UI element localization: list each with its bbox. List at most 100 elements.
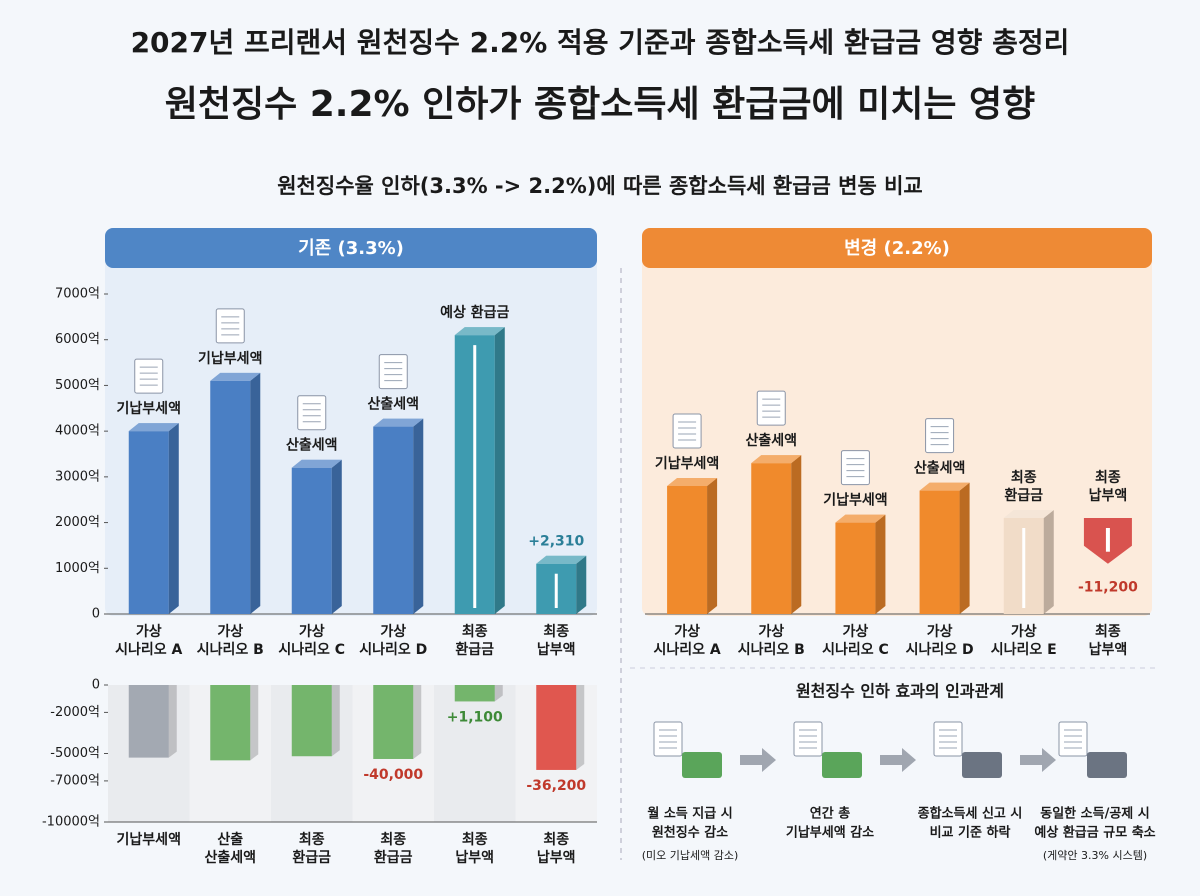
bar-shade bbox=[168, 423, 179, 614]
value-note: -36,200 bbox=[526, 778, 586, 794]
bar-annotation: 산출세액 bbox=[914, 460, 966, 477]
bar-shade bbox=[919, 482, 970, 491]
bar-annotation: 기납부세액 bbox=[823, 492, 887, 509]
bar bbox=[128, 685, 169, 758]
bar-shade bbox=[454, 327, 505, 336]
doc-icon bbox=[215, 308, 245, 344]
x-tick-label: 최종 bbox=[380, 832, 406, 848]
bar bbox=[835, 522, 876, 614]
y-tick-label: -5000억 bbox=[50, 746, 100, 761]
step-text: 동일한 소득/공제 시 bbox=[1040, 806, 1149, 822]
y-tick-label: 3000억 bbox=[55, 469, 100, 484]
bar-annotation: 산출세액 bbox=[745, 432, 797, 449]
bar-shade bbox=[373, 418, 424, 427]
doc-icon bbox=[925, 418, 955, 454]
x-tick-label: 시나리오 A bbox=[653, 642, 720, 658]
bar-shade bbox=[875, 514, 886, 614]
step-text: 원천징수 감소 bbox=[652, 825, 728, 841]
bar-shade bbox=[331, 459, 342, 614]
doc-icon bbox=[672, 413, 702, 449]
x-tick-label: 가상 bbox=[843, 624, 869, 640]
bar-shade bbox=[1043, 510, 1054, 614]
bar-shade bbox=[835, 514, 886, 523]
bar-shade bbox=[210, 372, 261, 381]
x-tick-label: 시나리오 E bbox=[991, 642, 1057, 658]
doc-icon bbox=[378, 354, 408, 390]
bar-shade bbox=[791, 455, 802, 614]
doc-icon bbox=[297, 395, 327, 431]
y-tick-label: 4000억 bbox=[55, 424, 100, 439]
x-tick-label: 최종 bbox=[299, 832, 325, 848]
bar-shade bbox=[707, 478, 718, 614]
panel-bg bbox=[642, 228, 1152, 616]
x-tick-label: 가상 bbox=[758, 624, 784, 640]
x-tick-label: 시나리오 A bbox=[115, 642, 182, 658]
x-tick-label: 시나리오 B bbox=[738, 642, 805, 658]
flow-arrow bbox=[1020, 748, 1056, 772]
x-tick-label: 납부액 bbox=[537, 849, 576, 866]
bar-shade bbox=[128, 423, 179, 432]
x-tick-label: 시나리오 C bbox=[278, 642, 345, 658]
flow-arrow bbox=[740, 748, 776, 772]
step-text: 예상 환급금 규모 축소 bbox=[1034, 825, 1155, 841]
bar-shade bbox=[250, 372, 261, 614]
x-tick-label: 가상 bbox=[136, 624, 162, 640]
x-tick-label: 가상 bbox=[299, 624, 325, 640]
band-bg bbox=[434, 685, 516, 822]
bar-shade bbox=[291, 459, 342, 468]
page-subtitle: 원천징수 2.2% 인하가 종합소득세 환급금에 미치는 영향 bbox=[165, 84, 1036, 125]
step-text: 월 소득 지급 시 bbox=[647, 806, 732, 822]
bar bbox=[536, 685, 577, 770]
bar-shade bbox=[250, 372, 261, 614]
x-tick-label: 가상 bbox=[674, 624, 700, 640]
bar bbox=[454, 685, 495, 702]
bar-shade bbox=[168, 423, 179, 614]
bar-shade bbox=[576, 685, 585, 770]
bar-annotation: 예상 환급금 bbox=[440, 304, 509, 321]
x-tick-label: 가상 bbox=[927, 624, 953, 640]
icon bbox=[682, 752, 722, 778]
y-tick-label: 6000억 bbox=[55, 332, 100, 347]
bar-shade bbox=[250, 685, 259, 761]
bar bbox=[751, 463, 792, 614]
bar-shade bbox=[1003, 510, 1054, 518]
bar-annotation: 납부액 bbox=[1089, 487, 1128, 504]
y-tick-label: 7000억 bbox=[55, 287, 100, 302]
bar bbox=[291, 467, 332, 614]
bar-shade bbox=[959, 482, 970, 614]
step-text: 비교 기준 하락 bbox=[930, 825, 1011, 841]
bar-annotation: 최종 bbox=[1011, 470, 1037, 486]
x-tick-label: 최종 bbox=[462, 624, 488, 640]
value-note: -11,200 bbox=[1078, 580, 1138, 596]
x-tick-label: 시나리오 C bbox=[822, 642, 889, 658]
x-tick-label: 가상 bbox=[1011, 624, 1037, 640]
x-tick-label: 환급금 bbox=[292, 849, 331, 866]
bar-annotation: 기납부세액 bbox=[117, 400, 181, 417]
panel-header bbox=[642, 228, 1152, 268]
bar-annotation: 기납부세액 bbox=[198, 350, 262, 367]
bar-shade bbox=[331, 685, 340, 757]
bar-shade bbox=[494, 327, 505, 614]
y-tick-label: 1000억 bbox=[55, 561, 100, 576]
step-text: 기납부세액 감소 bbox=[786, 826, 874, 841]
bar bbox=[210, 685, 251, 761]
bar-shade bbox=[373, 418, 424, 427]
bar-annotation: 산출세액 bbox=[286, 437, 338, 454]
doc-icon bbox=[756, 390, 786, 426]
doc-icon bbox=[933, 721, 963, 757]
bar-annotation: 환급금 bbox=[1004, 487, 1043, 504]
x-tick-label: 환급금 bbox=[374, 849, 413, 866]
x-tick-label: 가상 bbox=[380, 624, 406, 640]
x-tick-label: 최종 bbox=[543, 832, 569, 848]
bar-shade bbox=[210, 372, 261, 381]
bar-annotation: 최종 bbox=[1095, 470, 1121, 486]
page-title: 2027년 프리랜서 원천징수 2.2% 적용 기준과 종합소득세 환급금 영향… bbox=[131, 26, 1070, 59]
bar-annotation: 기납부세액 bbox=[655, 455, 719, 472]
y-tick-label: 0 bbox=[92, 678, 100, 693]
x-tick-label: 산출세액 bbox=[204, 849, 256, 866]
panel-title: 변경 (2.2%) bbox=[844, 238, 950, 259]
x-tick-label: 최종 bbox=[462, 832, 488, 848]
flow-arrow bbox=[880, 748, 916, 772]
bar-shade bbox=[291, 459, 342, 468]
